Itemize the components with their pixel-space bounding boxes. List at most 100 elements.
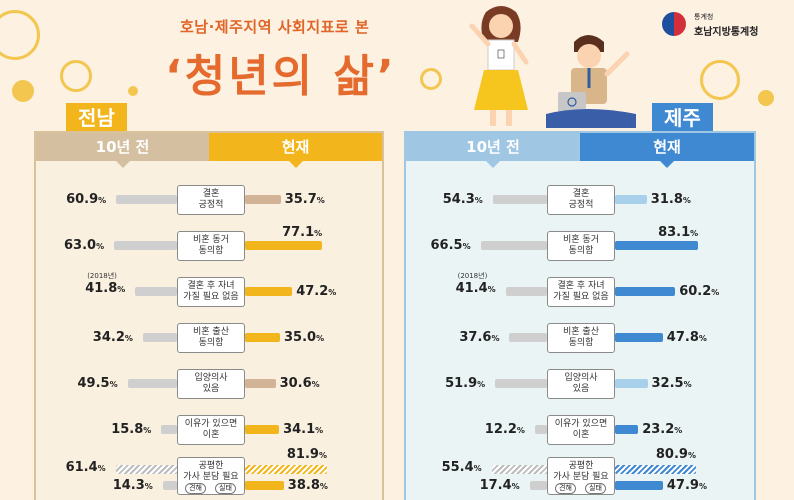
now-value-number: 35.0 [284, 330, 317, 345]
decor-dot [12, 80, 34, 102]
past-bar [495, 379, 547, 388]
tab-past: 10년 전 [406, 133, 580, 168]
past-bar [116, 195, 177, 204]
unit-symbol: % [96, 242, 105, 251]
now-bar [615, 241, 699, 250]
past-value: 66.5% [431, 238, 471, 253]
indicator-label: 비혼 출산 동의함 [177, 323, 245, 353]
unit-symbol: % [487, 285, 496, 294]
now-value-number: 83.1 [658, 225, 691, 240]
now-actual-value: 38.8% [288, 478, 328, 493]
unit-symbol: % [674, 426, 683, 435]
pointer-icon [115, 161, 130, 168]
past-value-number: 63.0 [64, 238, 97, 253]
logo-small-text: 통계청 [694, 13, 714, 21]
past-value: 41.4% [456, 281, 496, 296]
past-value: 49.5% [78, 376, 118, 391]
now-bar [245, 333, 280, 342]
page-title: ‘청년의 삶’ [165, 51, 397, 102]
now-heading: 현재 [653, 138, 681, 156]
unit-symbol: % [314, 229, 323, 238]
now-value: 23.2% [642, 422, 682, 437]
past-actual-value-number: 14.3 [112, 478, 145, 493]
unit-symbol: % [143, 426, 152, 435]
past-actual-bar [529, 481, 547, 490]
past-bar [127, 379, 177, 388]
actual-sublabel: 실태 [215, 483, 236, 494]
opinion-sublabel: 견해 [555, 483, 576, 494]
past-opinion-bar [491, 465, 547, 474]
now-opinion-value: 81.9% [287, 447, 327, 462]
jeju-panel-header: 10년 전 현재 [406, 133, 754, 168]
unit-symbol: % [516, 426, 525, 435]
now-bar [245, 379, 276, 388]
now-bar [245, 195, 281, 204]
past-value-number: 15.8 [111, 422, 144, 437]
past-opinion-value-number: 55.4 [441, 460, 474, 475]
unit-symbol: % [328, 288, 337, 297]
unit-symbol: % [124, 334, 133, 343]
past-opinion-value-number: 61.4 [65, 460, 98, 475]
now-value: 60.2% [679, 284, 719, 299]
unit-symbol: % [318, 451, 327, 460]
past-value-number: 12.2 [484, 422, 517, 437]
pointer-icon [660, 161, 674, 168]
unit-symbol: % [698, 482, 707, 491]
past-value: 37.6% [459, 330, 499, 345]
page-subtitle: 호남·제주지역 사회지표로 본 [180, 18, 370, 36]
tab-now: 현재 [209, 133, 382, 168]
now-opinion-value-number: 80.9 [655, 447, 688, 462]
indicator-row: 결혼 후 자녀 가질 필요 없음 41.4% 60.2% (2018년) [406, 272, 756, 311]
now-opinion-bar [615, 465, 696, 474]
indicator-label: 비혼 동거 동의함 [547, 231, 615, 261]
now-bar [245, 241, 323, 250]
unit-symbol: % [316, 196, 325, 205]
indicator-row: 입양의사 있음 49.5% 30.6% [36, 369, 386, 403]
now-value-number: 60.2 [679, 284, 712, 299]
now-bar [615, 333, 663, 342]
now-value-number: 34.1 [283, 422, 316, 437]
now-bar [245, 425, 280, 434]
past-actual-value: 17.4% [480, 478, 520, 493]
indicator-row: 비혼 출산 동의함 34.2% 35.0% [36, 323, 386, 357]
unit-symbol: % [97, 464, 106, 473]
now-value: 30.6% [280, 376, 320, 391]
now-actual-bar [615, 481, 663, 490]
past-actual-value-number: 17.4 [479, 478, 512, 493]
now-value: 35.0% [284, 330, 324, 345]
unit-symbol: % [683, 380, 692, 389]
power-icon [567, 97, 577, 107]
unit-symbol: % [682, 196, 691, 205]
past-value: 60.9% [66, 192, 106, 207]
opinion-sublabel: 견해 [185, 483, 206, 494]
indicator-label: 비혼 동거 동의함 [177, 231, 245, 261]
jeju-panel: 10년 전 현재 결혼 긍정적 54.3% 31.8% 비혼 동거 동의함 66.5% 8… [404, 131, 756, 500]
now-value-number: 35.7 [284, 192, 317, 207]
past-value-number: 34.2 [92, 330, 125, 345]
unit-symbol: % [316, 334, 325, 343]
unit-symbol: % [491, 334, 500, 343]
past-opinion-value: 61.4% [66, 460, 106, 475]
decor-circle [60, 60, 92, 92]
indicator-label: 결혼 긍정적 [547, 185, 615, 215]
past-actual-bar [162, 481, 177, 490]
now-bar [615, 379, 648, 388]
decor-dot [758, 90, 774, 106]
past-value-number: 41.4 [455, 281, 488, 296]
now-opinion-bar [245, 465, 327, 474]
now-value-number: 23.2 [642, 422, 675, 437]
unit-symbol: % [319, 482, 328, 491]
now-value-number: 47.2 [296, 284, 329, 299]
now-value-number: 47.8 [666, 330, 699, 345]
past-value: 15.8% [111, 422, 151, 437]
now-value-number: 32.5 [651, 376, 684, 391]
now-value: 34.1% [283, 422, 323, 437]
indicator-row: 결혼 긍정적 54.3% 31.8% [406, 185, 756, 219]
region-badge-jeju: 제주 [652, 103, 713, 133]
past-value: 54.3% [443, 192, 483, 207]
decor-circle [700, 60, 740, 100]
past-value: 41.8% [85, 281, 125, 296]
unit-symbol: % [315, 426, 324, 435]
past-value: 12.2% [485, 422, 525, 437]
now-value: 83.1% [658, 225, 698, 240]
